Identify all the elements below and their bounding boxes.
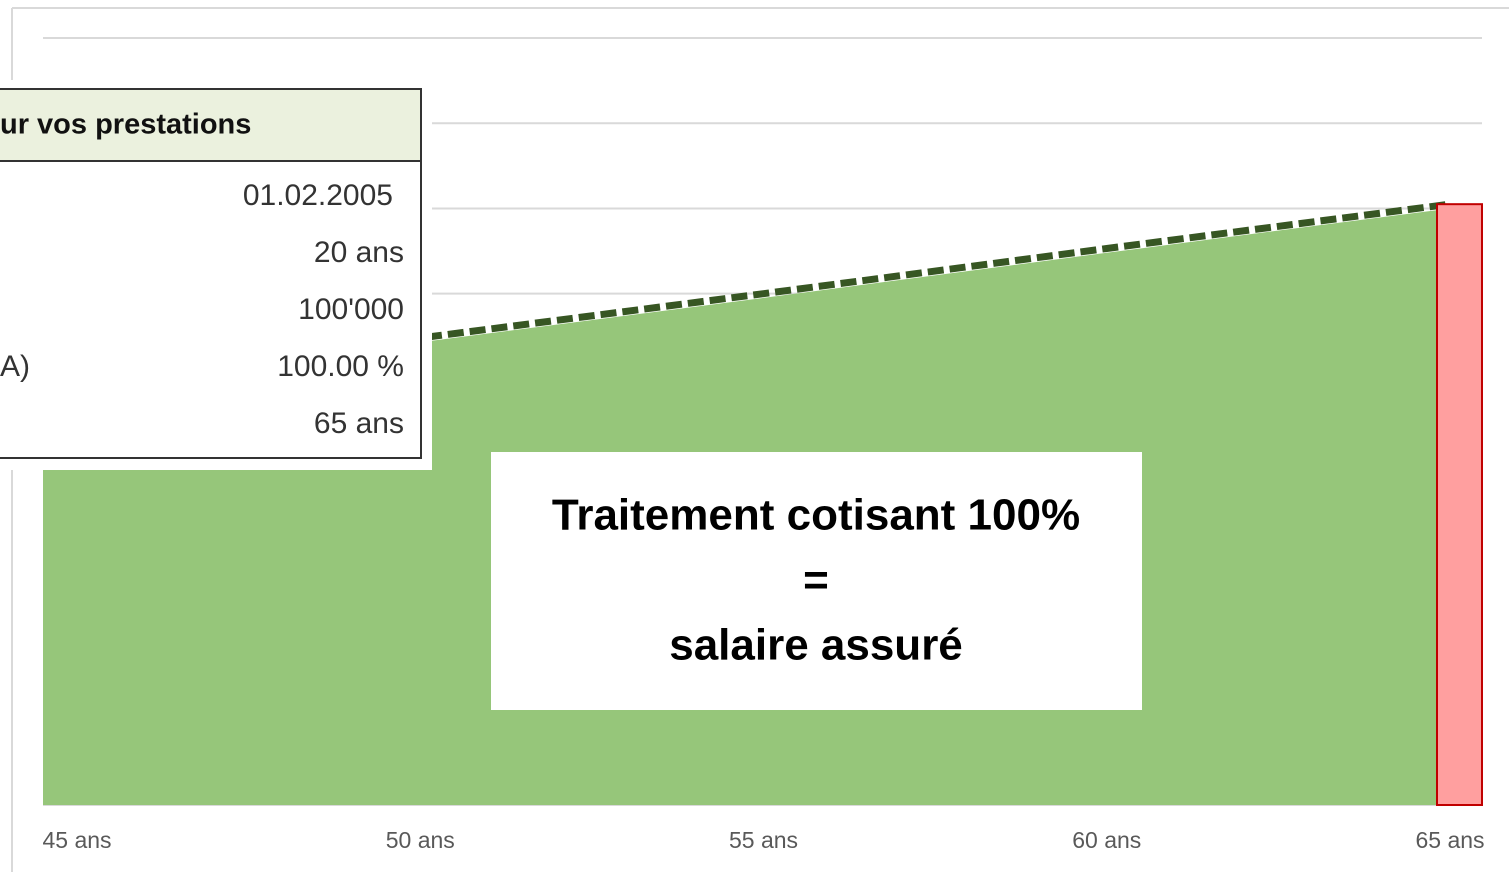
x-tick-label: 45 ans — [42, 827, 111, 853]
row-value: 100.00 % — [277, 350, 404, 383]
table-rows: 01.02.2005 20 ans 100'000 A) 100.00 % 65 ans — [0, 179, 404, 440]
table-header: ur vos prestations — [0, 109, 251, 141]
info-table: ur vos prestations 01.02.2005 20 ans 100'0… — [0, 80, 432, 470]
annotation-line: salaire assuré — [669, 621, 963, 670]
annotation-line: = — [803, 556, 829, 605]
table-border — [0, 160, 422, 459]
row-label: A) — [0, 350, 30, 383]
table-header-bg — [0, 88, 422, 162]
x-tick-label: 55 ans — [729, 827, 798, 853]
row-value: 100'000 — [298, 293, 404, 326]
annotation-bg — [491, 452, 1142, 710]
x-tick-label: 60 ans — [1072, 827, 1141, 853]
row-value: 01.02.2005 — [243, 179, 393, 212]
row-value: 65 ans — [314, 407, 404, 440]
x-tick-label: 65 ans — [1415, 827, 1484, 853]
x-tick-label: 50 ans — [386, 827, 455, 853]
x-axis: 45 ans 50 ans 55 ans 60 ans 65 ans — [42, 827, 1484, 853]
annotation-box: Traitement cotisant 100% = salaire assuré — [491, 452, 1142, 710]
row-value: 20 ans — [314, 236, 404, 269]
annotation-line: Traitement cotisant 100% — [552, 491, 1080, 540]
annotation-text: Traitement cotisant 100% = salaire assuré — [552, 491, 1080, 670]
bar — [1436, 203, 1483, 806]
